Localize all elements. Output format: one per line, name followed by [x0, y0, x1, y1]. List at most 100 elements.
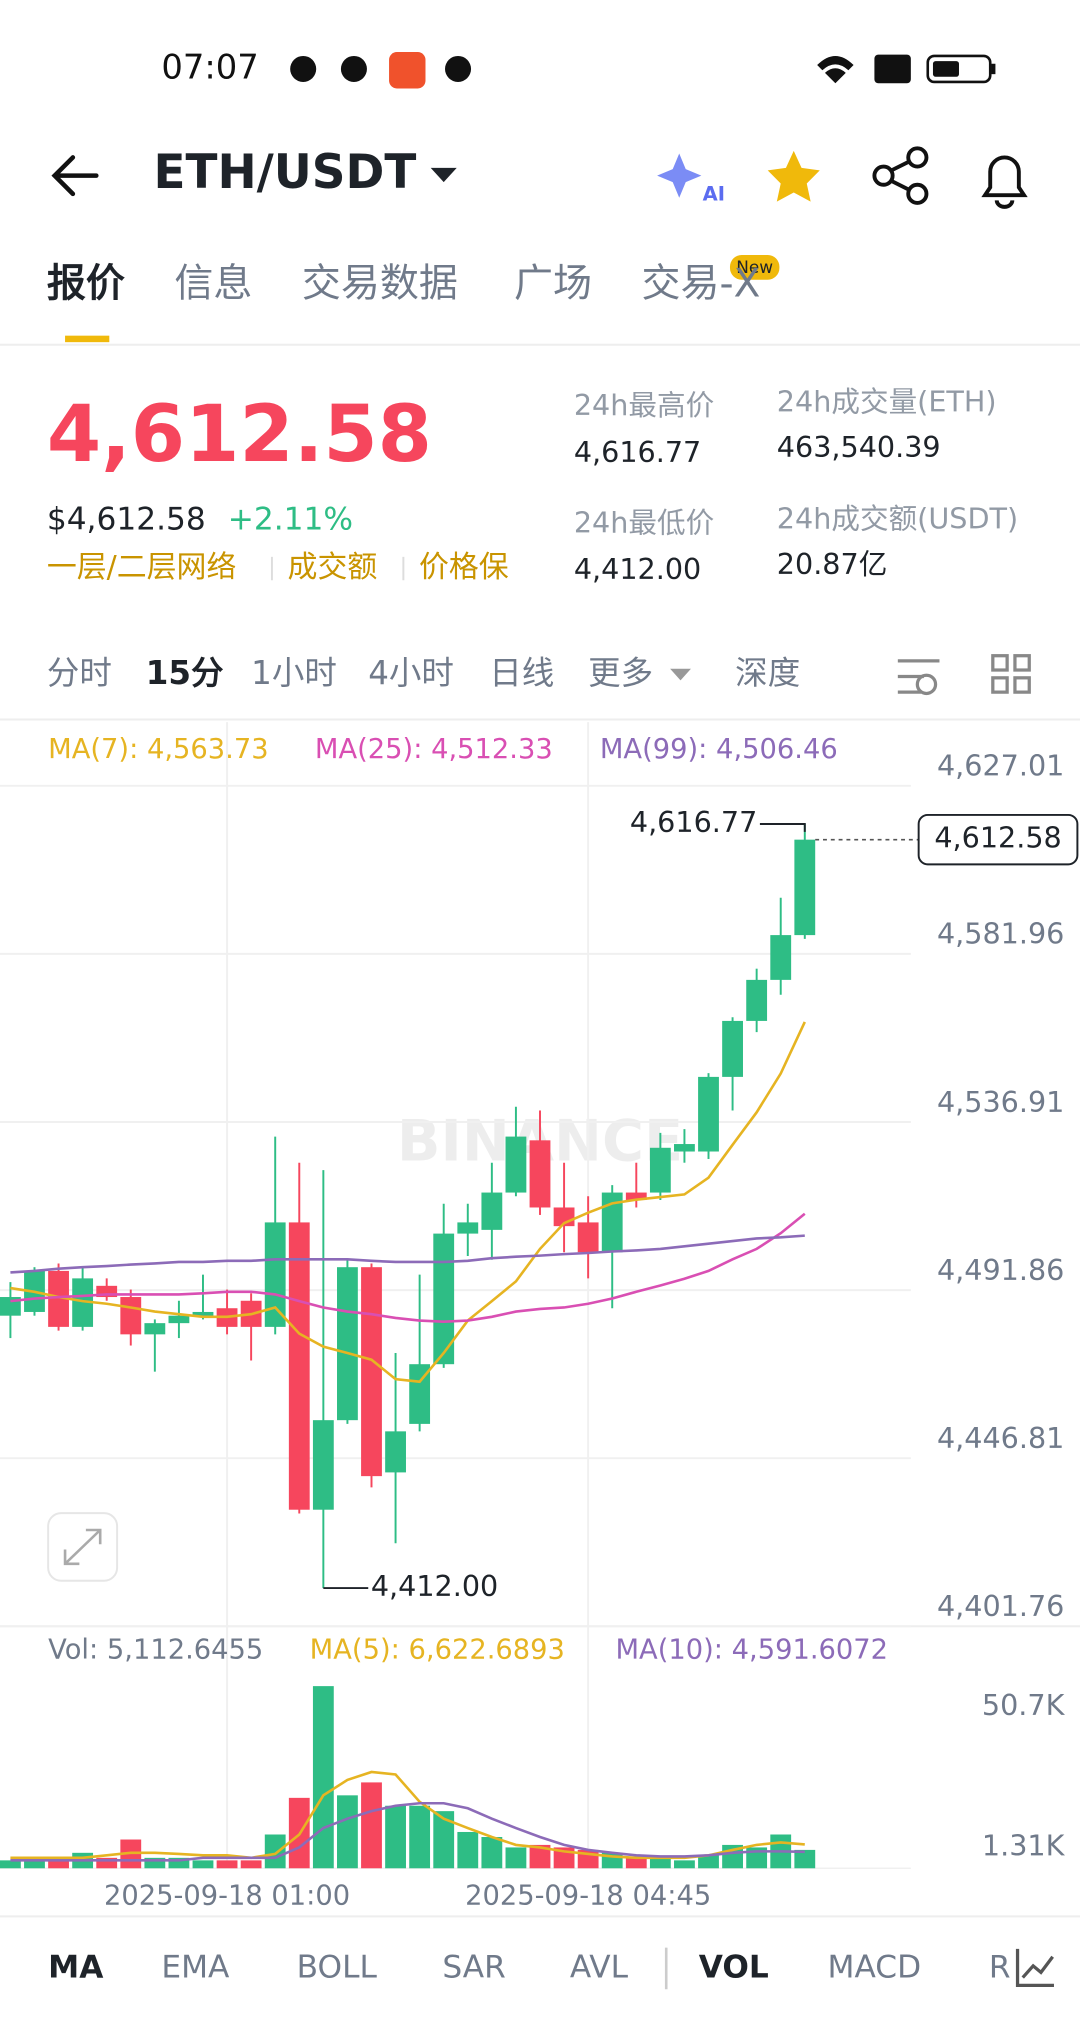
volume-bar	[0, 1860, 21, 1869]
candle-body	[192, 1311, 214, 1316]
indicator-tab[interactable]: MACD	[828, 1949, 922, 1985]
ma-line	[10, 1212, 806, 1323]
back-button[interactable]	[51, 155, 99, 197]
volume-ma-line	[10, 1801, 805, 1862]
layout-icon[interactable]	[991, 654, 1031, 694]
indicator-tab[interactable]: R	[989, 1949, 1011, 1985]
volume-bar	[337, 1795, 358, 1869]
candle-body	[674, 1144, 695, 1152]
volume-bar	[144, 1857, 166, 1869]
price-change: +2.11%	[228, 501, 353, 537]
legend-entry: MA(7): 4,563.73	[48, 734, 268, 765]
candle-body	[698, 1076, 719, 1152]
usd-price: $4,612.58	[47, 501, 206, 537]
candle-body	[601, 1192, 623, 1253]
candle-body	[529, 1140, 551, 1208]
candle-body	[361, 1267, 382, 1477]
ai-button[interactable]: AI	[657, 153, 725, 206]
volume-bar	[481, 1837, 503, 1869]
pair-title[interactable]: ETH/USDT	[154, 146, 417, 200]
favorite-star[interactable]	[767, 150, 820, 202]
alert-bell[interactable]	[981, 155, 1028, 209]
candle-body	[312, 1420, 334, 1510]
indicator-tab[interactable]: AVL	[570, 1949, 629, 1985]
volume-bar	[240, 1860, 262, 1869]
stat-value: 4,616.77	[574, 435, 701, 469]
indicator-tab[interactable]: EMA	[161, 1949, 230, 1985]
interval[interactable]: 4小时	[368, 654, 454, 692]
volume-bar	[457, 1831, 479, 1869]
tab[interactable]: 信息	[174, 262, 252, 307]
ma-line	[10, 1234, 805, 1274]
tag[interactable]: 价格保	[419, 550, 509, 585]
volume-bar	[674, 1860, 695, 1869]
candle-body	[48, 1270, 69, 1327]
candle-body	[385, 1431, 406, 1473]
legend-entry: MA(10): 4,591.6072	[615, 1634, 888, 1665]
indicator-tab[interactable]: BOLL	[297, 1949, 378, 1985]
chart-settings-icon[interactable]	[897, 659, 940, 696]
candle-body	[722, 1020, 743, 1077]
volume-bar	[625, 1857, 647, 1869]
ai-label: AI	[703, 183, 725, 206]
stat-label: 24h成交额(USDT)	[777, 501, 1018, 535]
interval[interactable]: 深度	[735, 654, 800, 692]
interval[interactable]: 更多	[588, 654, 653, 692]
volume-bar	[361, 1782, 382, 1869]
legend-entry: MA(99): 4,506.46	[600, 734, 838, 765]
status-time: 07:07	[161, 47, 258, 86]
volume-bar	[48, 1860, 69, 1869]
pair-dropdown[interactable]	[430, 167, 457, 183]
stat-value: 4,412.00	[574, 552, 701, 586]
volume-bar	[264, 1834, 286, 1869]
indicator-tab[interactable]: SAR	[442, 1949, 505, 1985]
candle-body	[457, 1222, 479, 1234]
legend-entry: MA(25): 4,512.33	[315, 734, 553, 765]
indicator-settings-icon[interactable]	[1015, 1948, 1054, 1987]
volume-bar	[433, 1811, 455, 1869]
volume-bar	[409, 1805, 431, 1869]
volume-bar	[312, 1686, 334, 1869]
candle-body	[481, 1192, 503, 1230]
candle-body	[168, 1315, 190, 1324]
indicator-tab[interactable]: VOL	[699, 1949, 769, 1985]
volume-bar	[385, 1805, 406, 1869]
last-price: 4,612.58	[47, 390, 432, 480]
tag[interactable]: 成交额	[288, 550, 378, 585]
tab[interactable]: 报价	[47, 262, 125, 307]
volume-bar	[794, 1849, 816, 1869]
y-tick-label: 4,627.01	[937, 749, 1064, 783]
tab[interactable]: 广场	[514, 262, 592, 307]
candle-body	[794, 839, 816, 936]
candle-body	[120, 1297, 142, 1335]
candle-body	[337, 1267, 358, 1421]
stat-label: 24h最高价	[574, 388, 714, 422]
last-price-box	[917, 813, 1079, 866]
tab-indicator	[65, 335, 110, 343]
interval[interactable]: 分时	[47, 654, 112, 692]
volume-bar	[529, 1844, 551, 1869]
tag[interactable]: 一层/二层网络	[47, 550, 237, 585]
candle-body	[770, 935, 792, 980]
expand-button[interactable]	[47, 1512, 119, 1582]
more-dropdown	[670, 668, 691, 681]
tab[interactable]: 交易-X	[641, 262, 760, 307]
tab[interactable]: 交易数据	[302, 262, 458, 307]
candle-body	[577, 1222, 599, 1253]
stat-value: 20.87亿	[777, 547, 888, 581]
high-label: 4,616.77	[630, 805, 757, 839]
volume-tick-label: 50.7K	[982, 1688, 1066, 1722]
volume-bar	[505, 1847, 527, 1869]
interval[interactable]: 15分	[146, 654, 224, 692]
y-tick-label: 4,581.96	[937, 917, 1064, 951]
interval[interactable]: 1小时	[251, 654, 337, 692]
indicator-tab[interactable]: MA	[48, 1949, 104, 1985]
candle-body	[433, 1233, 455, 1365]
interval[interactable]: 日线	[489, 654, 554, 692]
share-button[interactable]	[872, 146, 929, 205]
volume-bar	[24, 1860, 45, 1869]
candle-body	[288, 1222, 310, 1510]
stat-label: 24h最低价	[574, 505, 714, 539]
